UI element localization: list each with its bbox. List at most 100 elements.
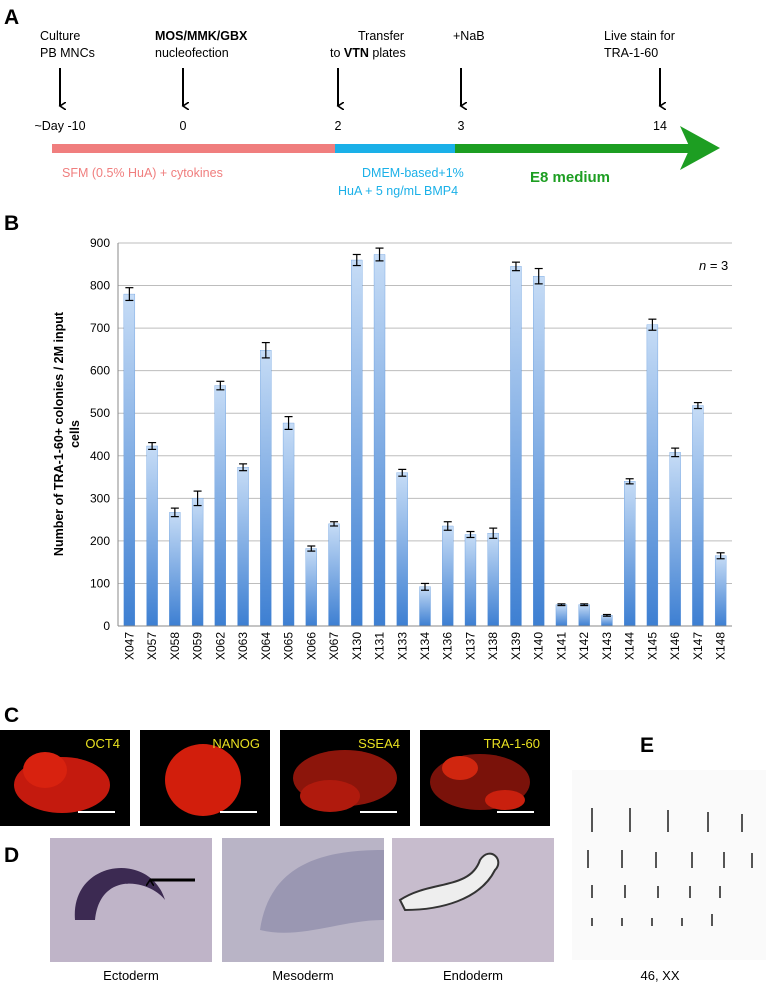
step-label: PB MNCs	[40, 46, 95, 60]
x-tick-label: X063	[236, 632, 250, 660]
stain-label: NANOG	[212, 736, 260, 751]
bar	[396, 472, 408, 627]
y-axis-label-line: cells	[68, 420, 82, 448]
bar	[169, 512, 181, 627]
stain-label: TRA-1-60	[484, 736, 540, 751]
bar	[601, 615, 613, 627]
error-bar	[602, 613, 611, 617]
error-bar	[625, 478, 634, 485]
bar	[419, 586, 431, 627]
germ-layer-label: Mesoderm	[272, 968, 333, 983]
x-tick-label: X145	[645, 632, 659, 660]
phase-label: DMEM-based+1%	[362, 166, 464, 180]
step-label: to VTN plates	[330, 46, 406, 60]
bar	[260, 350, 272, 627]
error-bar	[375, 247, 384, 262]
day-label: 2	[335, 119, 342, 133]
y-tick-label: 200	[90, 534, 110, 548]
error-bar	[398, 468, 407, 477]
stain-label: OCT4	[85, 736, 120, 751]
bar	[123, 293, 136, 627]
day-label: 0	[180, 119, 187, 133]
bar	[328, 523, 340, 627]
bar	[351, 259, 363, 627]
error-bar	[693, 401, 702, 410]
panel-letter: A	[4, 6, 19, 29]
x-tick-label: X137	[463, 632, 477, 660]
error-bar	[716, 552, 725, 560]
phase-bar	[455, 144, 690, 153]
phase-arrowhead	[680, 126, 720, 170]
bar	[282, 422, 295, 627]
germ-layer-label: Ectoderm	[103, 968, 159, 983]
y-tick-label: 400	[90, 449, 110, 463]
bar	[646, 324, 659, 627]
panel-letter: E	[640, 734, 654, 757]
step-label-part: plates	[369, 46, 406, 60]
error-bar	[307, 545, 316, 552]
x-tick-label: X144	[623, 632, 637, 660]
histology-images: Ectoderm Mesoderm Endoderm 46, XX	[50, 770, 766, 983]
error-bar	[170, 507, 179, 518]
y-tick-label: 100	[90, 576, 110, 590]
bar	[533, 276, 545, 627]
panel-letter: D	[4, 844, 19, 867]
x-tick-label: X147	[691, 632, 705, 660]
step-label: MOS/MMK/GBX	[155, 29, 248, 43]
step-label: Live stain for	[604, 29, 675, 43]
day-label: ~Day -10	[34, 119, 85, 133]
day-label: 3	[458, 119, 465, 133]
error-bar	[125, 287, 134, 302]
error-bar	[557, 603, 566, 607]
error-bar	[352, 253, 361, 267]
x-tick-label: X130	[350, 632, 364, 660]
error-bar	[671, 447, 680, 458]
phase-label: E8 medium	[530, 169, 610, 186]
y-tick-label: 600	[90, 364, 110, 378]
x-tick-label: X141	[554, 632, 568, 660]
y-tick-label: 700	[90, 321, 110, 335]
day-label: 14	[653, 119, 667, 133]
step-label: nucleofection	[155, 46, 229, 60]
y-axis-label-line: Number of TRA-1-60+ colonies / 2M input	[52, 311, 66, 556]
x-tick-label: X133	[395, 632, 409, 660]
bar	[510, 266, 522, 627]
y-tick-label: 800	[90, 279, 110, 293]
bar	[191, 498, 204, 627]
phase-bar	[335, 144, 455, 153]
bar	[214, 385, 226, 627]
bar	[578, 604, 590, 627]
x-tick-label: X067	[327, 632, 341, 660]
bar	[305, 548, 317, 627]
error-bar	[511, 261, 520, 272]
step-label: TRA-1-60	[604, 46, 658, 60]
step-label-part: to	[330, 46, 344, 60]
x-tick-label: X062	[213, 632, 227, 660]
stain-label: SSEA4	[358, 736, 400, 751]
error-bar	[284, 416, 293, 430]
error-bar	[330, 521, 339, 527]
error-bar	[148, 441, 157, 450]
error-bar	[421, 582, 429, 591]
x-tick-label: X140	[532, 632, 546, 660]
y-tick-label: 300	[90, 491, 110, 505]
x-tick-label: X064	[259, 632, 273, 660]
x-tick-label: X134	[418, 632, 432, 660]
bar	[555, 604, 568, 627]
step-label: Culture	[40, 29, 80, 43]
x-tick-label: X059	[191, 632, 205, 660]
annotation: n = 3	[699, 258, 728, 273]
error-bar	[216, 380, 225, 391]
x-tick-label: X065	[282, 632, 296, 660]
error-bar	[466, 530, 475, 539]
x-tick-label: X148	[714, 632, 728, 660]
x-tick-label: X143	[600, 632, 614, 660]
phase-label: HuA + 5 ng/mL BMP4	[338, 184, 458, 198]
bar	[442, 525, 454, 627]
stain-images: OCT4 NANOG SSEA4 TRA-1-60	[0, 730, 550, 826]
step-label: +NaB	[453, 29, 485, 43]
y-tick-label: 500	[90, 406, 110, 420]
annotation-part: = 3	[706, 258, 728, 273]
x-tick-label: X139	[509, 632, 523, 660]
